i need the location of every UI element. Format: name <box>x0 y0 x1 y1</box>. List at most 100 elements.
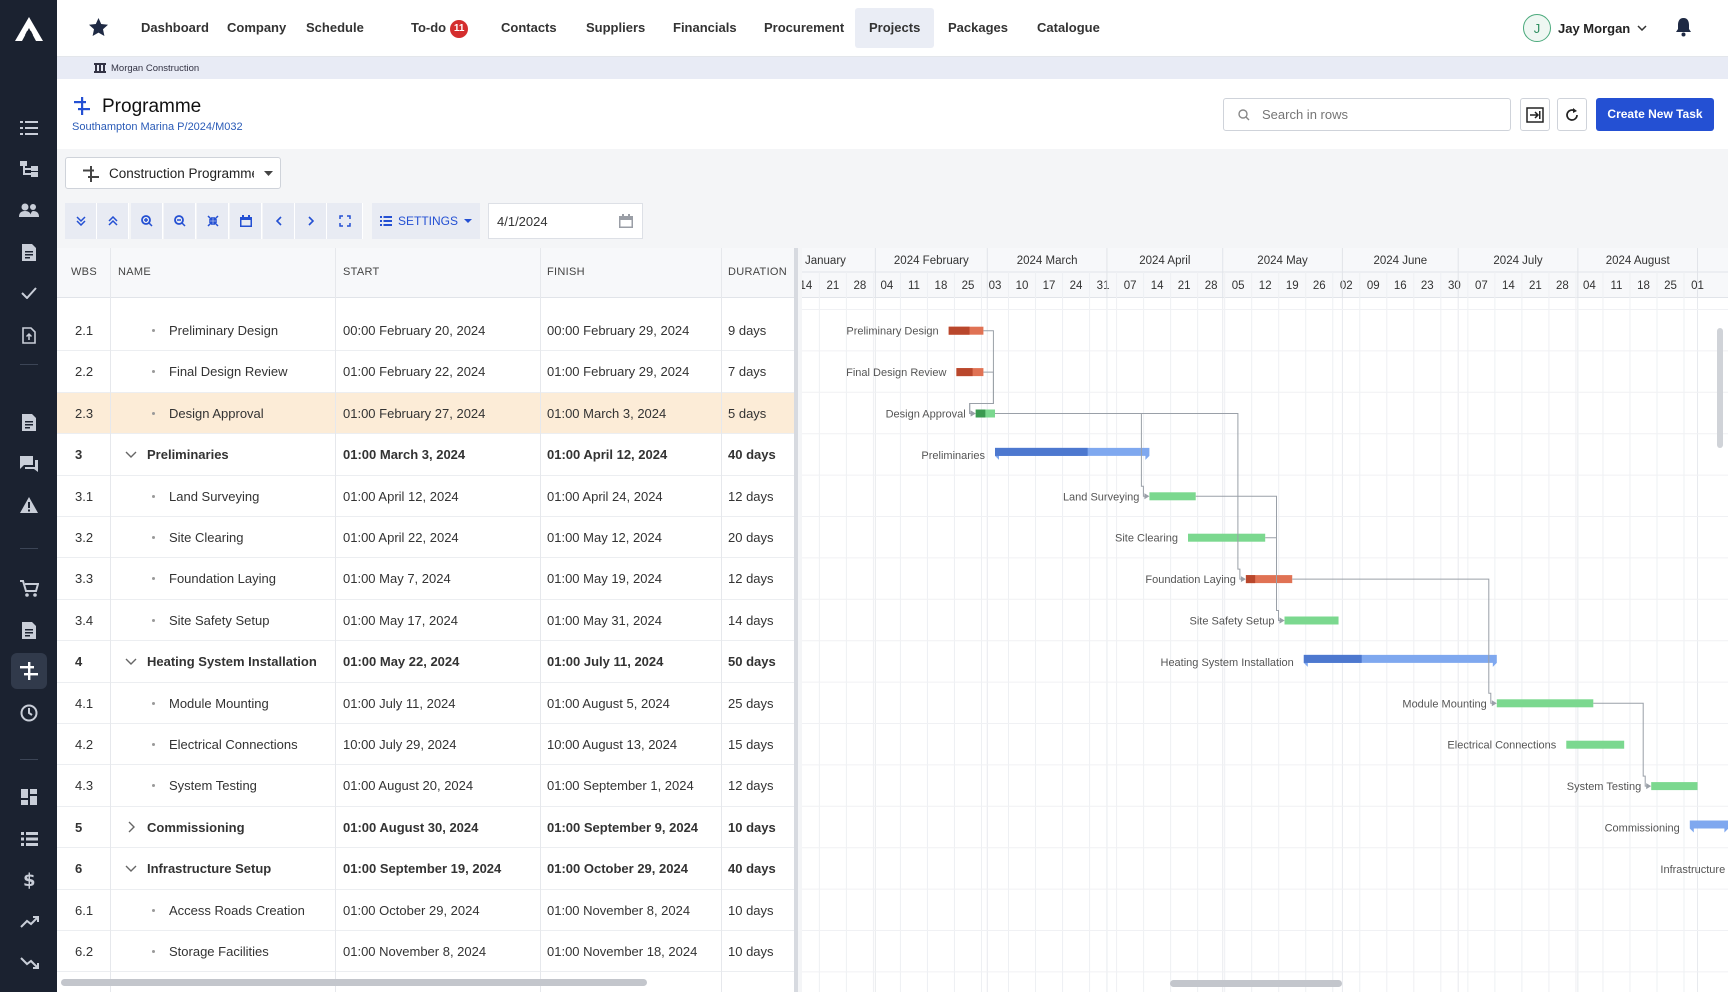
user-menu[interactable]: J Jay Morgan <box>1523 14 1647 42</box>
table-row[interactable]: 3.3 Foundation Laying 01:00 May 7, 2024 01:… <box>57 558 794 600</box>
settings-dropdown[interactable]: SETTINGS <box>372 203 480 239</box>
chevron-down-icon[interactable] <box>125 448 137 460</box>
column-header-finish[interactable]: FINISH <box>547 266 585 278</box>
collapse-all-button[interactable] <box>97 203 129 239</box>
date-picker[interactable] <box>488 203 643 239</box>
column-header-duration[interactable]: DURATION <box>728 266 788 278</box>
dollar-icon[interactable]: $ <box>11 862 47 898</box>
people-icon[interactable] <box>11 192 47 228</box>
trending-down-icon[interactable] <box>11 945 47 981</box>
nav-dashboard[interactable]: Dashboard <box>141 20 209 35</box>
table-row[interactable]: 3.1 Land Surveying 01:00 April 12, 2024 01:… <box>57 476 794 517</box>
clock-icon[interactable] <box>11 695 47 731</box>
table-row[interactable]: 6.2 Storage Facilities 01:00 November 8, 2… <box>57 931 794 973</box>
nav-projects[interactable]: Projects <box>855 8 935 48</box>
refresh-button[interactable] <box>1557 98 1587 131</box>
table-row[interactable]: 4.3 System Testing 01:00 August 20, 2024 01… <box>57 765 794 807</box>
cell-duration: 25 days <box>728 695 774 711</box>
table-icon[interactable] <box>11 821 47 857</box>
table-row[interactable]: 2.1 Preliminary Design 00:00 February 20, … <box>57 310 794 352</box>
notification-bell-icon[interactable] <box>1675 17 1692 40</box>
task-bar[interactable] <box>1284 616 1339 625</box>
create-new-task-button[interactable]: Create New Task <box>1596 98 1714 131</box>
task-bar-label: Design Approval <box>886 409 966 421</box>
table-row[interactable]: 4.1 Module Mounting 01:00 July 11, 2024 01:… <box>57 683 794 724</box>
document-icon[interactable] <box>11 234 47 270</box>
gantt-vertical-scrollbar[interactable] <box>1717 328 1723 448</box>
task-bar[interactable] <box>1149 492 1196 501</box>
cell-finish: 01:00 September 1, 2024 <box>547 778 694 794</box>
table-row[interactable]: 5 Commissioning 01:00 August 30, 2024 01:00… <box>57 807 794 849</box>
table-row[interactable]: 4 Heating System Installation 01:00 May 22… <box>57 641 794 683</box>
dashboard-icon[interactable] <box>11 779 47 815</box>
zoom-to-fit-button[interactable] <box>197 203 229 239</box>
breadcrumb-company[interactable]: Morgan Construction <box>111 63 200 74</box>
warning-icon[interactable] <box>11 487 47 523</box>
table-row[interactable]: 3.2 Site Clearing 01:00 April 22, 2024 01:0… <box>57 517 794 559</box>
list-icon[interactable] <box>11 110 47 146</box>
nav-todo[interactable]: To-do 11 <box>397 8 482 48</box>
compress-icon <box>206 215 219 227</box>
nav-catalogue[interactable]: Catalogue <box>1037 20 1100 35</box>
task-bar[interactable] <box>1651 782 1698 791</box>
check-icon[interactable] <box>11 275 47 311</box>
app-logo[interactable] <box>0 0 57 57</box>
task-bar-label: Final Design Review <box>846 367 946 379</box>
column-header-wbs[interactable]: WBS <box>71 266 97 278</box>
chevron-down-icon[interactable] <box>125 655 137 667</box>
export-button[interactable] <box>1520 98 1550 131</box>
favourite-star-icon[interactable] <box>89 18 108 39</box>
nav-suppliers[interactable]: Suppliers <box>586 20 646 35</box>
nav-procurement[interactable]: Procurement <box>764 20 845 35</box>
summary-bar[interactable] <box>1689 820 1728 833</box>
zoom-in-button[interactable] <box>131 203 163 239</box>
table-row[interactable]: 3.4 Site Safety Setup 01:00 May 17, 2024 01… <box>57 600 794 642</box>
critical-task-bar[interactable] <box>1245 575 1293 584</box>
task-bar[interactable] <box>1496 699 1594 708</box>
month-label: 2024 August <box>1606 255 1671 267</box>
table-row[interactable]: 6 Infrastructure Setup 01:00 September 19,… <box>57 848 794 890</box>
column-header-start[interactable]: START <box>343 266 380 278</box>
gantt-horizontal-scrollbar[interactable] <box>1170 980 1342 987</box>
nav-company[interactable]: Company <box>227 20 287 35</box>
week-label: 18 <box>1637 280 1650 292</box>
chevron-down-icon[interactable] <box>125 862 137 874</box>
chevron-right-icon[interactable] <box>125 821 137 833</box>
search-field[interactable] <box>1223 98 1511 131</box>
programme-icon[interactable] <box>11 653 47 689</box>
trending-up-icon[interactable] <box>11 904 47 940</box>
calendar-icon[interactable] <box>619 214 633 228</box>
fullscreen-button[interactable] <box>327 203 363 239</box>
previous-button[interactable] <box>263 203 295 239</box>
report-icon[interactable] <box>11 404 47 440</box>
nav-contacts[interactable]: Contacts <box>501 20 557 35</box>
upload-document-icon[interactable] <box>11 317 47 353</box>
table-row[interactable]: 2.2 Final Design Review 01:00 February 22,… <box>57 351 794 393</box>
table-row[interactable]: 4.2 Electrical Connections 10:00 July 29, … <box>57 724 794 766</box>
column-header-name[interactable]: NAME <box>118 266 151 278</box>
table-row[interactable]: 2.3 Design Approval 01:00 February 27, 202… <box>57 392 794 435</box>
next-button[interactable] <box>295 203 327 239</box>
grid-horizontal-scrollbar[interactable] <box>61 979 647 986</box>
task-bar[interactable] <box>1188 533 1266 542</box>
cart-icon[interactable] <box>11 570 47 606</box>
zoom-out-button[interactable] <box>164 203 196 239</box>
task-bar-label: Electrical Connections <box>1447 740 1556 752</box>
task-bar[interactable] <box>975 409 995 418</box>
nav-schedule[interactable]: Schedule <box>306 20 364 35</box>
task-bar[interactable] <box>1566 740 1625 749</box>
today-button[interactable] <box>230 203 262 239</box>
expand-all-button[interactable] <box>65 203 97 239</box>
date-input[interactable] <box>497 214 607 229</box>
table-row[interactable]: 6.1 Access Roads Creation 01:00 October 29… <box>57 890 794 931</box>
programme-selector[interactable]: Construction Programme <box>65 157 281 189</box>
chat-icon[interactable] <box>11 446 47 482</box>
nav-packages[interactable]: Packages <box>948 20 1008 35</box>
project-reference-link[interactable]: Southampton Marina P/2024/M032 <box>72 121 243 133</box>
search-input[interactable] <box>1262 107 1492 122</box>
invoice-icon[interactable] <box>11 612 47 648</box>
hierarchy-icon[interactable] <box>11 151 47 187</box>
week-label: 21 <box>826 280 839 292</box>
nav-financials[interactable]: Financials <box>673 20 737 35</box>
table-row[interactable]: 3 Preliminaries 01:00 March 3, 2024 01:00 A… <box>57 434 794 476</box>
